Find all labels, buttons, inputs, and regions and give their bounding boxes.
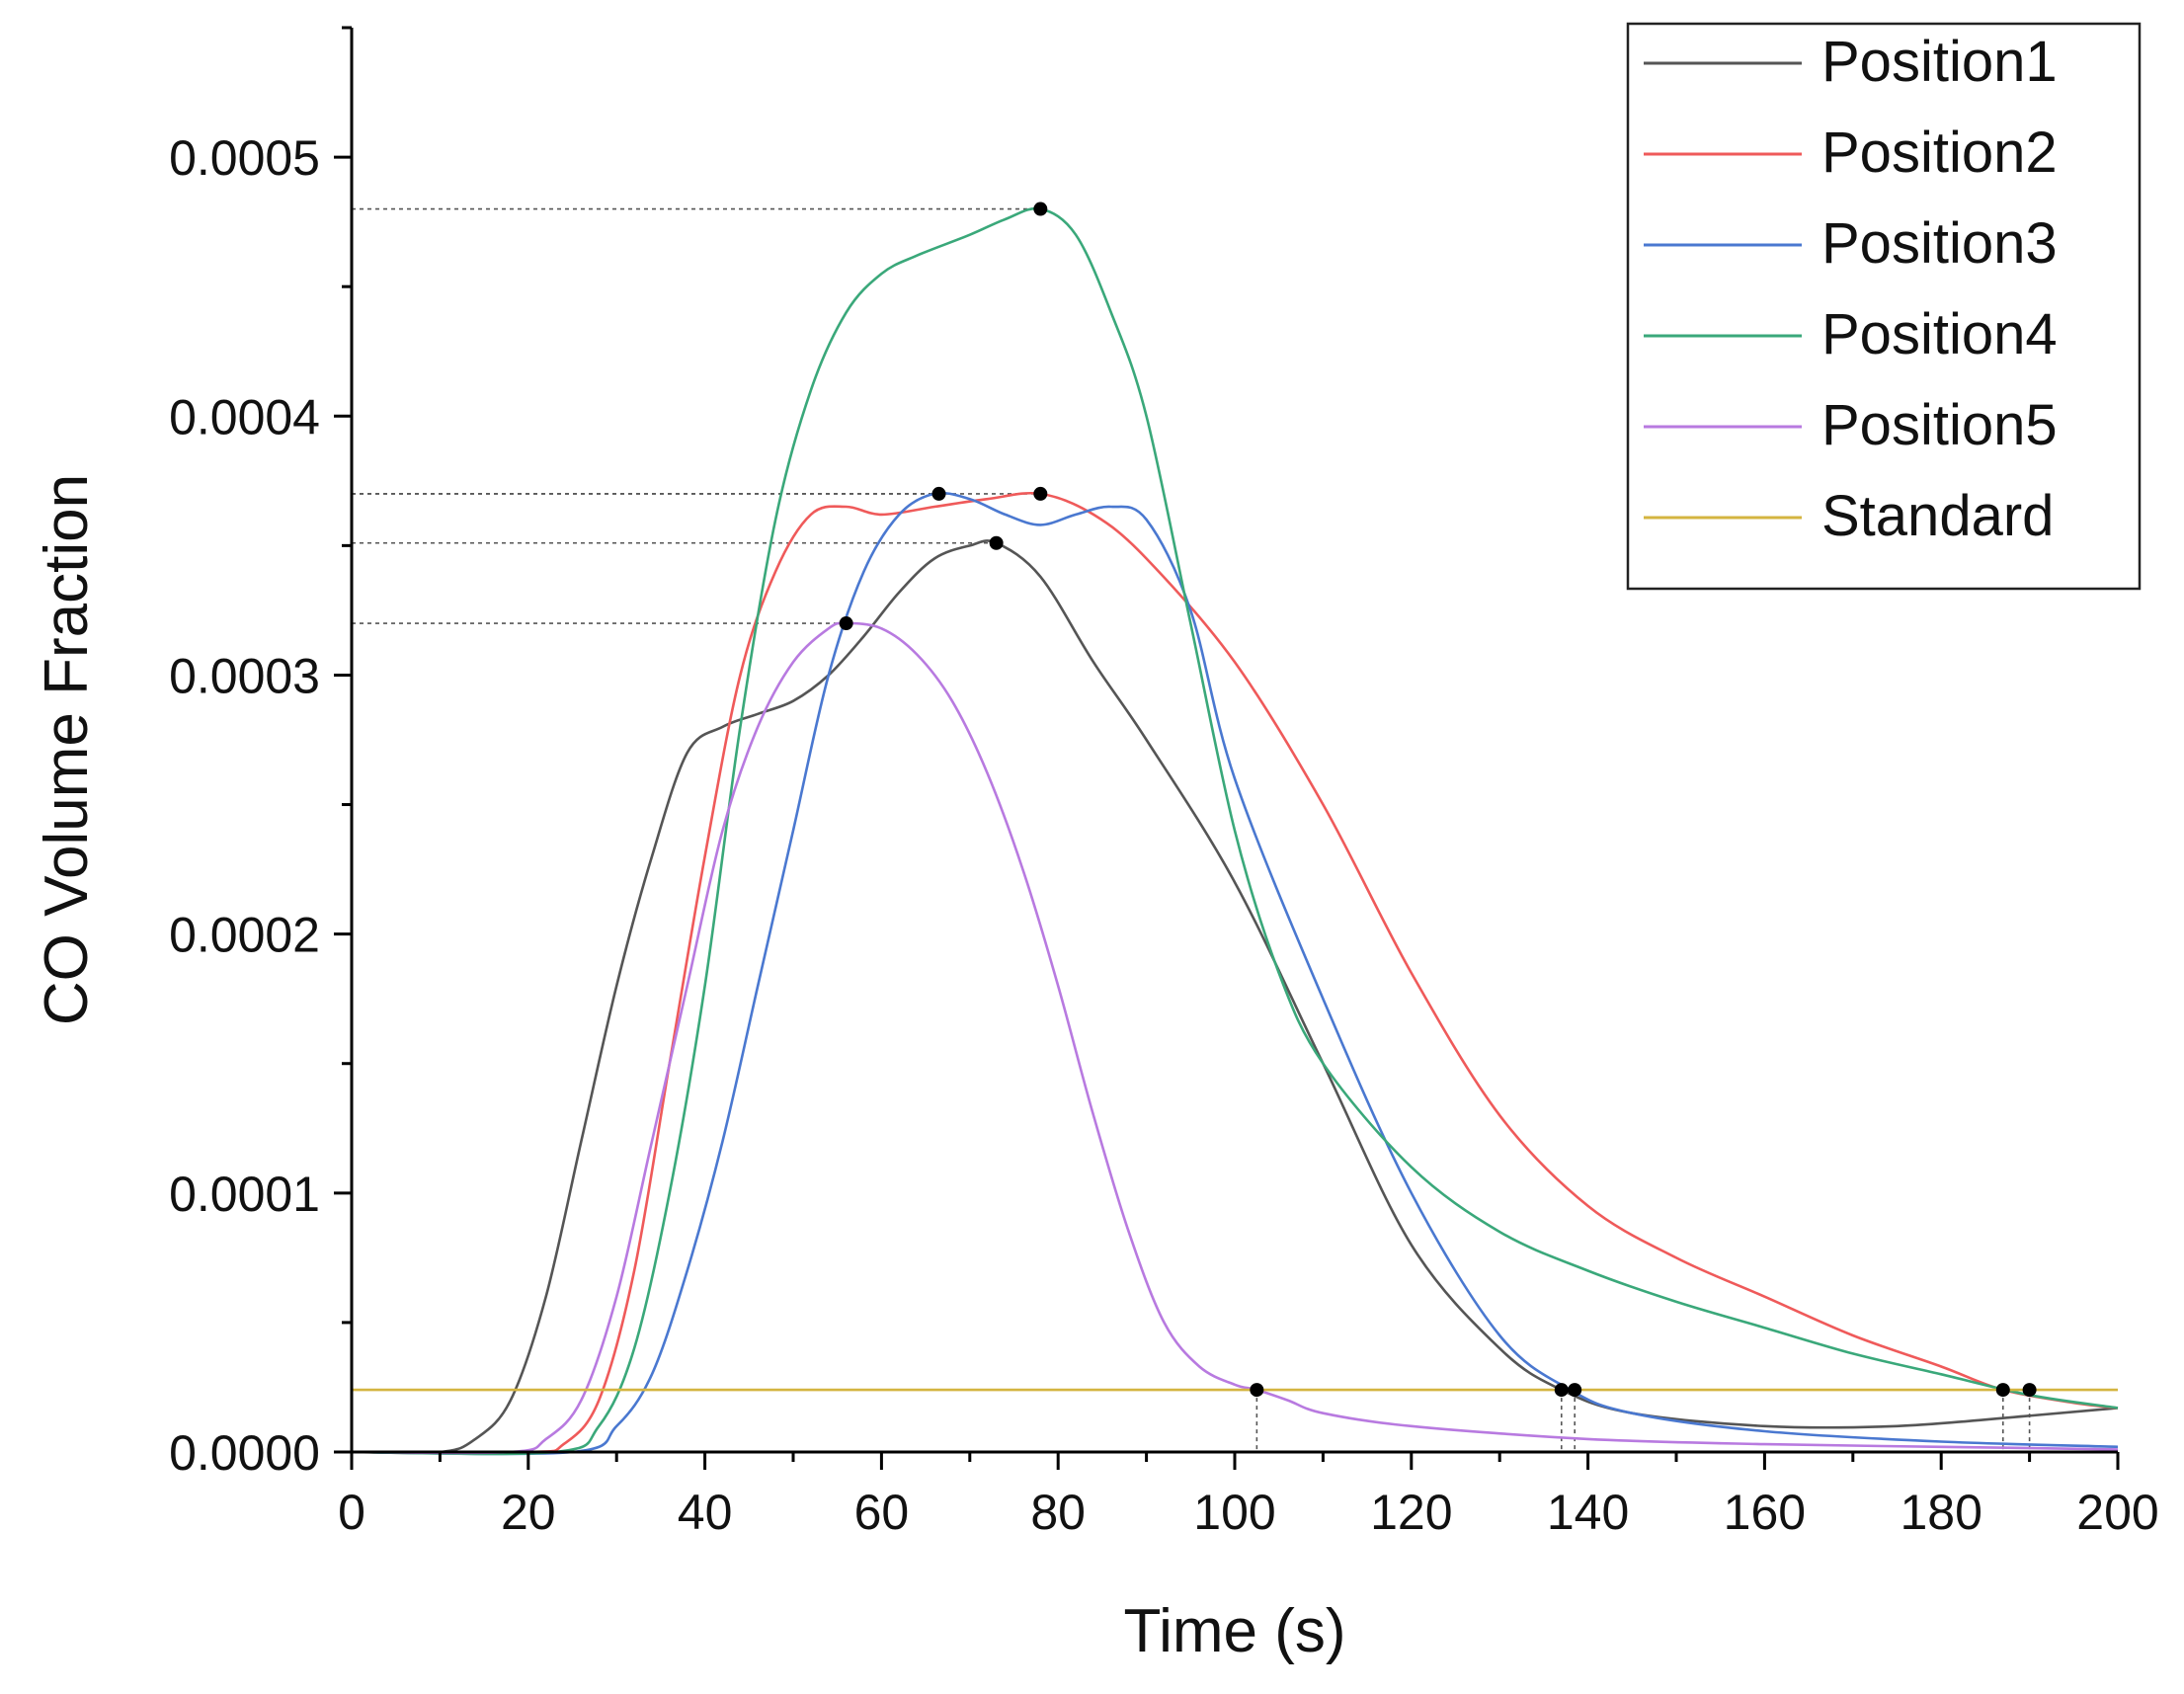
threshold-crossing-marker bbox=[1995, 1383, 2010, 1398]
legend: Position1 Position2 Position3 Position4 Posi… bbox=[1626, 22, 2142, 591]
y-tick-label: 0.0000 bbox=[169, 1425, 320, 1481]
x-axis-title: Time (s) bbox=[1124, 1597, 1346, 1665]
legend-label: Position4 bbox=[1821, 302, 2058, 366]
x-tick-label: 20 bbox=[501, 1485, 556, 1540]
x-tick-label: 60 bbox=[854, 1485, 910, 1540]
threshold-crossing-marker bbox=[1568, 1383, 1582, 1398]
threshold-crossing-marker bbox=[1554, 1383, 1569, 1398]
x-tick-label: 140 bbox=[1547, 1485, 1629, 1540]
y-tick-label: 0.0003 bbox=[169, 648, 320, 703]
peak-marker bbox=[1033, 202, 1048, 216]
peak-marker bbox=[839, 616, 853, 631]
peak-marker bbox=[1033, 486, 1048, 501]
x-tick-label: 40 bbox=[678, 1485, 733, 1540]
guide-lines bbox=[352, 207, 2031, 1452]
series-line-position5 bbox=[351, 621, 2119, 1455]
x-tick-label: 180 bbox=[1900, 1485, 1982, 1540]
point-markers bbox=[839, 202, 2037, 1398]
legend-label: Standard bbox=[1821, 484, 2054, 548]
y-tick-label: 0.0001 bbox=[169, 1167, 320, 1222]
x-tick-label: 200 bbox=[2076, 1485, 2158, 1540]
x-tick-label: 120 bbox=[1370, 1485, 1452, 1540]
y-axis-title: CO Volume Fraction bbox=[33, 474, 101, 1025]
series-line-position1 bbox=[351, 539, 2119, 1455]
legend-box bbox=[1626, 22, 2142, 591]
y-tick-label: 0.0004 bbox=[169, 389, 320, 444]
series-line-position2 bbox=[351, 491, 2119, 1454]
x-tick-label: 0 bbox=[338, 1485, 365, 1540]
threshold-crossing-marker bbox=[2022, 1383, 2037, 1398]
series-line-position3 bbox=[351, 491, 2119, 1456]
x-tick-label: 160 bbox=[1724, 1485, 1806, 1540]
peak-marker bbox=[931, 486, 946, 501]
axis-ticks: 0 20 40 60 80 100 120 140 160 180 200 0.0000 0.0001 0… bbox=[169, 26, 2159, 1540]
x-tick-label: 80 bbox=[1030, 1485, 1086, 1540]
y-tick-label: 0.0005 bbox=[169, 130, 320, 186]
legend-label: Position1 bbox=[1821, 30, 2058, 94]
y-tick-label: 0.0002 bbox=[169, 908, 320, 963]
legend-label: Position2 bbox=[1821, 121, 2058, 185]
threshold-crossing-marker bbox=[1250, 1383, 1264, 1398]
legend-label: Position5 bbox=[1821, 393, 2058, 457]
series-line-position4 bbox=[351, 206, 2119, 1456]
peak-marker bbox=[989, 535, 1004, 550]
x-tick-label: 100 bbox=[1193, 1485, 1275, 1540]
legend-label: Position3 bbox=[1821, 211, 2058, 276]
